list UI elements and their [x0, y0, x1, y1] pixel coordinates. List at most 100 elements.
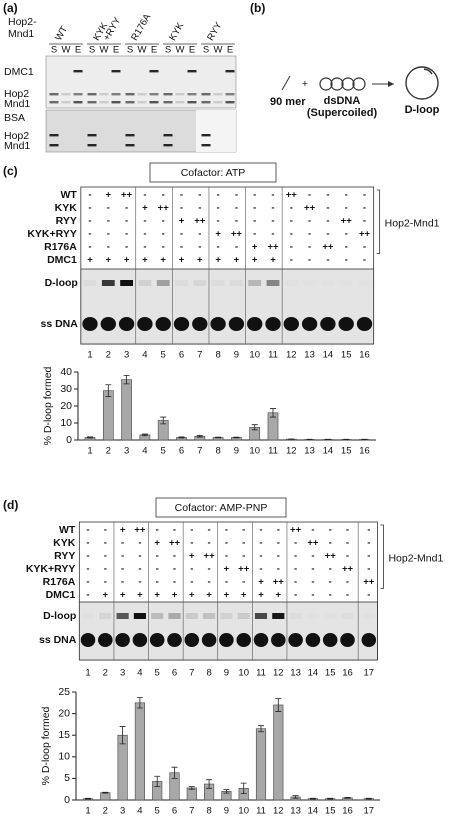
- gel-band: [151, 613, 164, 619]
- lane-number: 12: [273, 668, 284, 679]
- matrix-mark: -: [308, 255, 311, 266]
- matrix-mark: -: [277, 564, 280, 575]
- gel-band: [225, 70, 235, 73]
- lane-number: 12: [286, 350, 297, 361]
- error-bar: [275, 698, 282, 712]
- matrix-mark: -: [88, 203, 91, 214]
- gel-band: [111, 101, 121, 104]
- gel-band: [83, 280, 97, 286]
- gel-band: [301, 317, 318, 331]
- gel-band: [265, 317, 281, 331]
- lane-number: 11: [256, 668, 266, 679]
- gel-band: [137, 317, 153, 331]
- lane-number: 16: [342, 668, 353, 679]
- x-tick-label: 15: [325, 806, 336, 817]
- matrix-mark: -: [242, 538, 245, 549]
- bar: [273, 704, 284, 801]
- gel-band: [98, 633, 113, 647]
- matrix-mark: -: [217, 203, 220, 214]
- matrix-mark: -: [253, 216, 256, 227]
- error-bar: [196, 435, 203, 438]
- matrix-mark: -: [346, 590, 349, 601]
- gel-band: [356, 317, 373, 331]
- matrix-mark: -: [156, 551, 159, 562]
- matrix-mark: +: [120, 525, 126, 536]
- x-tick-label: 10: [238, 806, 249, 817]
- gel-band: [320, 317, 336, 331]
- matrix-mark: -: [242, 551, 245, 562]
- gel-band: [111, 70, 121, 73]
- bar: [100, 792, 111, 801]
- matrix-mark: -: [294, 577, 297, 588]
- matrix-mark: -: [367, 551, 370, 562]
- group-label: R176A: [129, 12, 153, 43]
- matrix-mark: +: [215, 255, 221, 266]
- gel-band: [87, 101, 97, 104]
- matrix-mark: -: [198, 242, 201, 253]
- gel-band: [125, 144, 135, 147]
- error-bar: [270, 408, 276, 418]
- matrix-mark: -: [121, 564, 124, 575]
- matrix-mark: +: [252, 242, 258, 253]
- matrix-mark: ++: [204, 551, 216, 562]
- bar: [186, 787, 197, 801]
- matrix-mark: +: [172, 590, 178, 601]
- x-tick-label: 3: [124, 446, 129, 457]
- matrix-mark: ++: [286, 190, 298, 201]
- gel-band: [61, 93, 71, 96]
- row-label: WT: [61, 189, 78, 201]
- gel-band: [363, 613, 375, 619]
- gel-band: [341, 613, 353, 619]
- lane-number: 9: [224, 668, 229, 679]
- matrix-mark: ++: [359, 229, 371, 240]
- fraction-label: S: [127, 45, 133, 56]
- x-tick-label: 3: [120, 806, 125, 817]
- x-tick-label: 8: [215, 446, 220, 457]
- y-axis-label: % D-loop formed: [40, 706, 52, 785]
- matrix-mark: ++: [134, 525, 146, 536]
- x-tick-label: 16: [359, 446, 370, 457]
- matrix-mark: -: [121, 551, 124, 562]
- matrix-mark: -: [107, 203, 110, 214]
- matrix-mark: -: [125, 229, 128, 240]
- x-tick-label: 11: [268, 446, 278, 457]
- matrix-mark: +: [179, 255, 185, 266]
- gel-band: [155, 317, 171, 331]
- gel-band: [163, 144, 173, 147]
- row-label: WT: [59, 524, 76, 536]
- y-tick-label: 25: [58, 686, 70, 698]
- gel-band: [138, 280, 152, 286]
- gel-band: [272, 613, 285, 619]
- gel-band: [125, 93, 135, 96]
- matrix-mark: -: [198, 229, 201, 240]
- gel-band: [225, 101, 235, 104]
- error-bar: [365, 797, 372, 800]
- matrix-mark: -: [107, 242, 110, 253]
- matrix-mark: ++: [341, 216, 353, 227]
- bar: [134, 702, 145, 801]
- matrix-mark: +: [258, 590, 264, 601]
- gel-band: [201, 633, 217, 647]
- matrix-mark: -: [363, 255, 366, 266]
- matrix-mark: -: [217, 216, 220, 227]
- matrix-mark: -: [180, 229, 183, 240]
- y-tick-label: 0: [64, 794, 70, 806]
- error-bar: [123, 375, 130, 385]
- matrix-mark: -: [259, 525, 262, 536]
- matrix-mark: -: [290, 229, 293, 240]
- fraction-label: E: [113, 45, 119, 56]
- error-bar: [154, 775, 161, 788]
- matrix-mark: +: [87, 255, 93, 266]
- matrix-mark: -: [190, 564, 193, 575]
- error-bar: [344, 797, 351, 799]
- matrix-mark: -: [308, 190, 311, 201]
- matrix-mark: -: [208, 538, 211, 549]
- matrix-mark: -: [277, 538, 280, 549]
- matrix-mark: -: [125, 242, 128, 253]
- gel-band: [87, 93, 97, 96]
- matrix-mark: -: [311, 577, 314, 588]
- band-label: Hop2: [4, 130, 29, 142]
- matrix-mark: -: [235, 242, 238, 253]
- bracket-label: Hop2-Mnd1: [385, 217, 440, 229]
- gel-band: [303, 280, 316, 286]
